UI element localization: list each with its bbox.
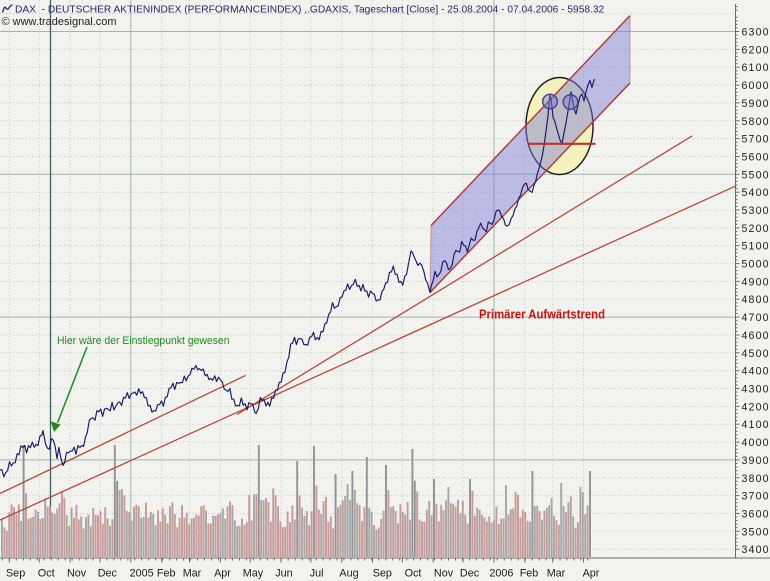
- svg-text:Jul: Jul: [310, 568, 324, 580]
- svg-text:Dec: Dec: [98, 568, 118, 580]
- svg-text:3900: 3900: [742, 455, 770, 467]
- svg-text:2005: 2005: [130, 568, 154, 580]
- svg-text:© www.tradesignal.com: © www.tradesignal.com: [2, 16, 117, 28]
- svg-text:Jun: Jun: [275, 568, 292, 580]
- svg-text:6000: 6000: [742, 80, 770, 92]
- svg-text:5800: 5800: [742, 116, 770, 128]
- svg-text:2006: 2006: [489, 568, 513, 580]
- svg-text:Sep: Sep: [373, 568, 392, 580]
- svg-text:Oct: Oct: [405, 568, 422, 580]
- svg-text:5900: 5900: [742, 98, 770, 110]
- svg-text:Nov: Nov: [434, 568, 454, 580]
- svg-text:Feb: Feb: [520, 568, 539, 580]
- svg-text:4500: 4500: [742, 348, 770, 360]
- svg-text:Sep: Sep: [6, 568, 25, 580]
- svg-text:Dec: Dec: [460, 568, 480, 580]
- svg-text:3800: 3800: [742, 473, 770, 485]
- svg-text:Apr: Apr: [583, 568, 600, 580]
- svg-text:Aug: Aug: [339, 568, 358, 580]
- svg-text:4300: 4300: [742, 384, 770, 396]
- svg-text:6100: 6100: [742, 62, 770, 74]
- svg-text:4900: 4900: [742, 276, 770, 288]
- svg-text:6200: 6200: [742, 44, 770, 56]
- svg-text:May: May: [243, 568, 264, 580]
- svg-text:Feb: Feb: [157, 568, 176, 580]
- svg-text:Primärer Aufwärtstrend: Primärer Aufwärtstrend: [479, 308, 605, 322]
- svg-text:3400: 3400: [742, 544, 770, 556]
- svg-text:4000: 4000: [742, 437, 770, 449]
- svg-text:3700: 3700: [742, 491, 770, 503]
- svg-text:4800: 4800: [742, 294, 770, 306]
- svg-text:4200: 4200: [742, 401, 770, 413]
- svg-text:5300: 5300: [742, 205, 770, 217]
- svg-text:Mar: Mar: [183, 568, 202, 580]
- svg-text:DAX - DEUTSCHER AKTIENINDEX (: DAX - DEUTSCHER AKTIENINDEX (PERFORMANCE…: [15, 5, 605, 16]
- svg-text:5100: 5100: [742, 241, 770, 253]
- svg-text:5500: 5500: [742, 169, 770, 181]
- svg-text:4100: 4100: [742, 419, 770, 431]
- svg-text:4700: 4700: [742, 312, 770, 324]
- svg-text:5600: 5600: [742, 152, 770, 164]
- svg-text:6300: 6300: [742, 27, 770, 39]
- svg-text:5000: 5000: [742, 259, 770, 271]
- svg-text:Apr: Apr: [214, 568, 231, 580]
- svg-text:5400: 5400: [742, 187, 770, 199]
- svg-text:Nov: Nov: [67, 568, 87, 580]
- svg-text:4400: 4400: [742, 366, 770, 378]
- svg-text:Hier wäre der Einstiegpunkt ge: Hier wäre der Einstiegpunkt gewesen: [57, 335, 230, 347]
- svg-text:Mar: Mar: [547, 568, 566, 580]
- svg-text:Oct: Oct: [38, 568, 55, 580]
- svg-text:4600: 4600: [742, 330, 770, 342]
- svg-text:5200: 5200: [742, 223, 770, 235]
- svg-text:3600: 3600: [742, 509, 770, 521]
- svg-text:3500: 3500: [742, 526, 770, 538]
- svg-text:5700: 5700: [742, 134, 770, 146]
